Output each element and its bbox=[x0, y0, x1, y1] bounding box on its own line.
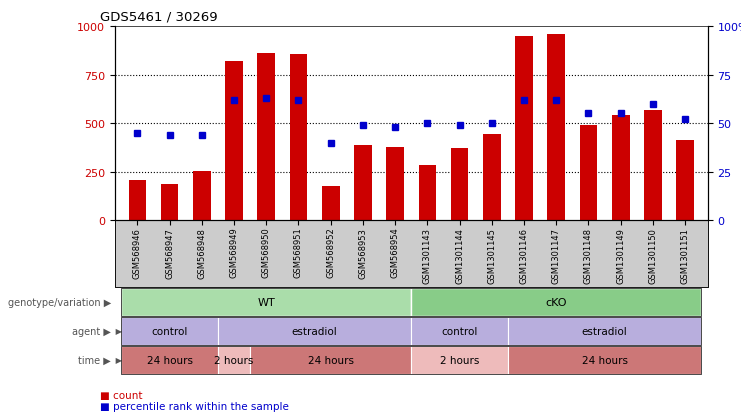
Text: control: control bbox=[151, 326, 187, 336]
Bar bbox=[515, 36, 533, 221]
Text: ■ count: ■ count bbox=[100, 390, 142, 400]
Bar bbox=[161, 185, 179, 221]
Bar bbox=[579, 126, 597, 221]
Bar bbox=[483, 135, 501, 221]
Bar bbox=[612, 116, 630, 221]
Bar bbox=[419, 166, 436, 221]
Text: ■ percentile rank within the sample: ■ percentile rank within the sample bbox=[100, 401, 289, 411]
Bar bbox=[354, 145, 372, 221]
Text: estradiol: estradiol bbox=[292, 326, 337, 336]
Bar bbox=[257, 54, 275, 221]
Text: 24 hours: 24 hours bbox=[582, 355, 628, 365]
Text: WT: WT bbox=[257, 297, 275, 307]
Bar bbox=[386, 147, 404, 221]
Text: GDS5461 / 30269: GDS5461 / 30269 bbox=[100, 10, 218, 23]
Bar bbox=[677, 140, 694, 221]
Text: control: control bbox=[442, 326, 478, 336]
Bar bbox=[644, 110, 662, 221]
Text: estradiol: estradiol bbox=[582, 326, 628, 336]
Bar bbox=[322, 187, 339, 221]
Bar bbox=[128, 180, 146, 221]
Text: genotype/variation ▶: genotype/variation ▶ bbox=[8, 297, 111, 307]
Text: agent ▶: agent ▶ bbox=[73, 326, 111, 336]
Bar bbox=[290, 55, 308, 221]
Bar bbox=[193, 171, 210, 221]
Text: 24 hours: 24 hours bbox=[147, 355, 193, 365]
Bar bbox=[225, 62, 243, 221]
Text: cKO: cKO bbox=[545, 297, 567, 307]
Text: 24 hours: 24 hours bbox=[308, 355, 353, 365]
Text: ▶: ▶ bbox=[113, 326, 122, 335]
Text: time ▶: time ▶ bbox=[79, 355, 111, 365]
Text: ▶: ▶ bbox=[113, 355, 122, 364]
Bar bbox=[548, 35, 565, 221]
Bar bbox=[451, 148, 468, 221]
Text: 2 hours: 2 hours bbox=[440, 355, 479, 365]
Text: 2 hours: 2 hours bbox=[214, 355, 253, 365]
